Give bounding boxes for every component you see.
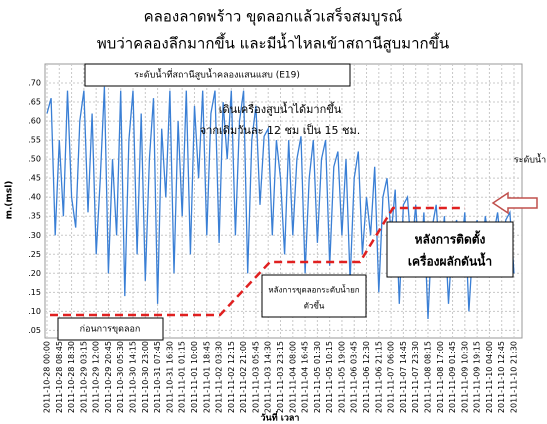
x-tick-label: 2011-10-29 12:00	[92, 341, 101, 413]
x-tick-label: 2011-10-29 03:15	[79, 341, 88, 413]
x-tick-label: 2011-10-30 14:15	[129, 341, 138, 413]
annotation: เดินเครื่องสูบน้ำได้มากขึ้น	[219, 101, 342, 116]
legend-label: ระดับน้ำ	[514, 153, 546, 166]
x-tick-label: 2011-11-06 21:15	[374, 341, 383, 413]
annotation: ระดับน้ำที่สถานีสูบน้ำคลองแสนแสบ (E19)	[134, 68, 300, 81]
annotation-box	[386, 221, 514, 278]
x-tick-label: 2011-11-06 12:30	[362, 341, 371, 413]
x-tick-label: 2011-11-03 23:15	[276, 341, 285, 413]
x-tick-label: 2011-11-09 01:45	[448, 341, 457, 413]
y-tick-label: .20	[28, 269, 41, 278]
x-tick-label: 2011-11-04 16:45	[301, 341, 310, 413]
x-tick-label: 2011-11-03 14:30	[264, 341, 273, 413]
x-tick-label: 2011-10-30 23:00	[141, 341, 150, 413]
x-tick-label: 2011-11-10 04:00	[485, 341, 494, 413]
y-tick-label: .60	[28, 117, 41, 126]
x-tick-label: 2011-10-28 00:00	[43, 341, 52, 413]
chart-title: คลองลาดพร้าว ขุดลอกแล้วเสร็จสมบูรณ์	[144, 7, 403, 27]
annotation: จากเดิมวันละ 12 ชม เป็น 15 ชม.	[200, 123, 360, 137]
x-tick-label: 2011-11-07 23:30	[411, 341, 420, 413]
annotation-box	[261, 274, 367, 318]
x-tick-label: 2011-11-09 10:30	[460, 341, 469, 413]
x-tick-label: 2011-11-08 08:15	[423, 341, 432, 413]
y-tick-label: .40	[28, 193, 41, 202]
x-tick-label: 2011-10-31 07:45	[153, 341, 162, 413]
y-tick-label: .25	[28, 250, 41, 259]
annotation-box	[57, 317, 164, 341]
y-axis-label: m.(msl)	[5, 181, 15, 220]
annotation: ตัวขึ้น	[304, 300, 325, 311]
x-tick-label: 2011-11-03 05:45	[251, 341, 260, 413]
x-tick-label: 2011-11-07 06:00	[387, 341, 396, 413]
y-tick-label: .65	[28, 98, 41, 107]
y-tick-label: .50	[28, 155, 41, 164]
x-tick-label: 2011-11-06 03:45	[350, 341, 359, 413]
x-axis-label: วันที่ เวลา	[261, 411, 300, 424]
x-tick-label: 2011-11-02 03:30	[215, 341, 224, 413]
x-tick-label: 2011-10-29 20:45	[104, 341, 113, 413]
annotation: ก่อนการขุดลอก	[80, 325, 141, 335]
x-tick-label: 2011-11-01 18:45	[202, 341, 211, 413]
trend-guide	[50, 206, 465, 317]
x-tick-label: 2011-10-28 18:30	[67, 341, 76, 413]
marks	[46, 86, 515, 320]
x-tick-label: 2011-11-07 14:45	[399, 341, 408, 413]
x-tick-label: 2011-10-31 16:30	[165, 341, 174, 413]
x-tick-label: 2011-11-05 01:30	[313, 341, 322, 413]
x-tick-label: 2011-11-02 12:15	[227, 341, 236, 413]
x-tick-label: 2011-11-01 10:00	[190, 341, 199, 413]
x-tick-label: 2011-10-30 05:30	[116, 341, 125, 413]
y-tick-label: .45	[28, 174, 41, 183]
y-tick-label: .15	[28, 288, 41, 297]
x-tick-label: 2011-11-05 10:15	[325, 341, 334, 413]
x-tick-label: 2011-11-02 21:00	[239, 341, 248, 413]
x-tick-label: 2011-11-04 08:00	[288, 341, 297, 413]
x-tick-label: 2011-11-09 19:15	[473, 341, 482, 413]
annotation-box	[84, 63, 351, 87]
data-line	[46, 86, 515, 320]
annotation: หลังการขุดลอกระดับน้ำยก	[268, 284, 359, 295]
x-tick-label: 2011-11-10 21:30	[510, 341, 519, 413]
x-tick-label: 2011-10-28 08:45	[55, 341, 64, 413]
y-tick-label: .35	[28, 212, 41, 221]
chart-subtitle: พบว่าคลองลึกมากขึ้น และมีน้ำไหลเข้าสถานี…	[97, 33, 449, 53]
x-tick-label: 2011-11-01 01:15	[178, 341, 187, 413]
y-tick-label: .55	[28, 136, 41, 145]
y-tick-label: .70	[28, 79, 41, 88]
y-tick-label: .10	[28, 307, 41, 316]
y-tick-label: .30	[28, 231, 41, 240]
arrow	[491, 191, 538, 215]
x-tick-label: 2011-11-10 12:45	[497, 341, 506, 413]
x-tick-label: 2011-11-05 19:00	[337, 341, 346, 413]
y-tick-label: .05	[28, 326, 41, 335]
x-tick-label: 2011-11-08 17:00	[436, 341, 445, 413]
annotation: เครื่องผลักดันน้ำ	[408, 252, 492, 269]
annotation: หลังการติดตั้ง	[415, 230, 486, 247]
